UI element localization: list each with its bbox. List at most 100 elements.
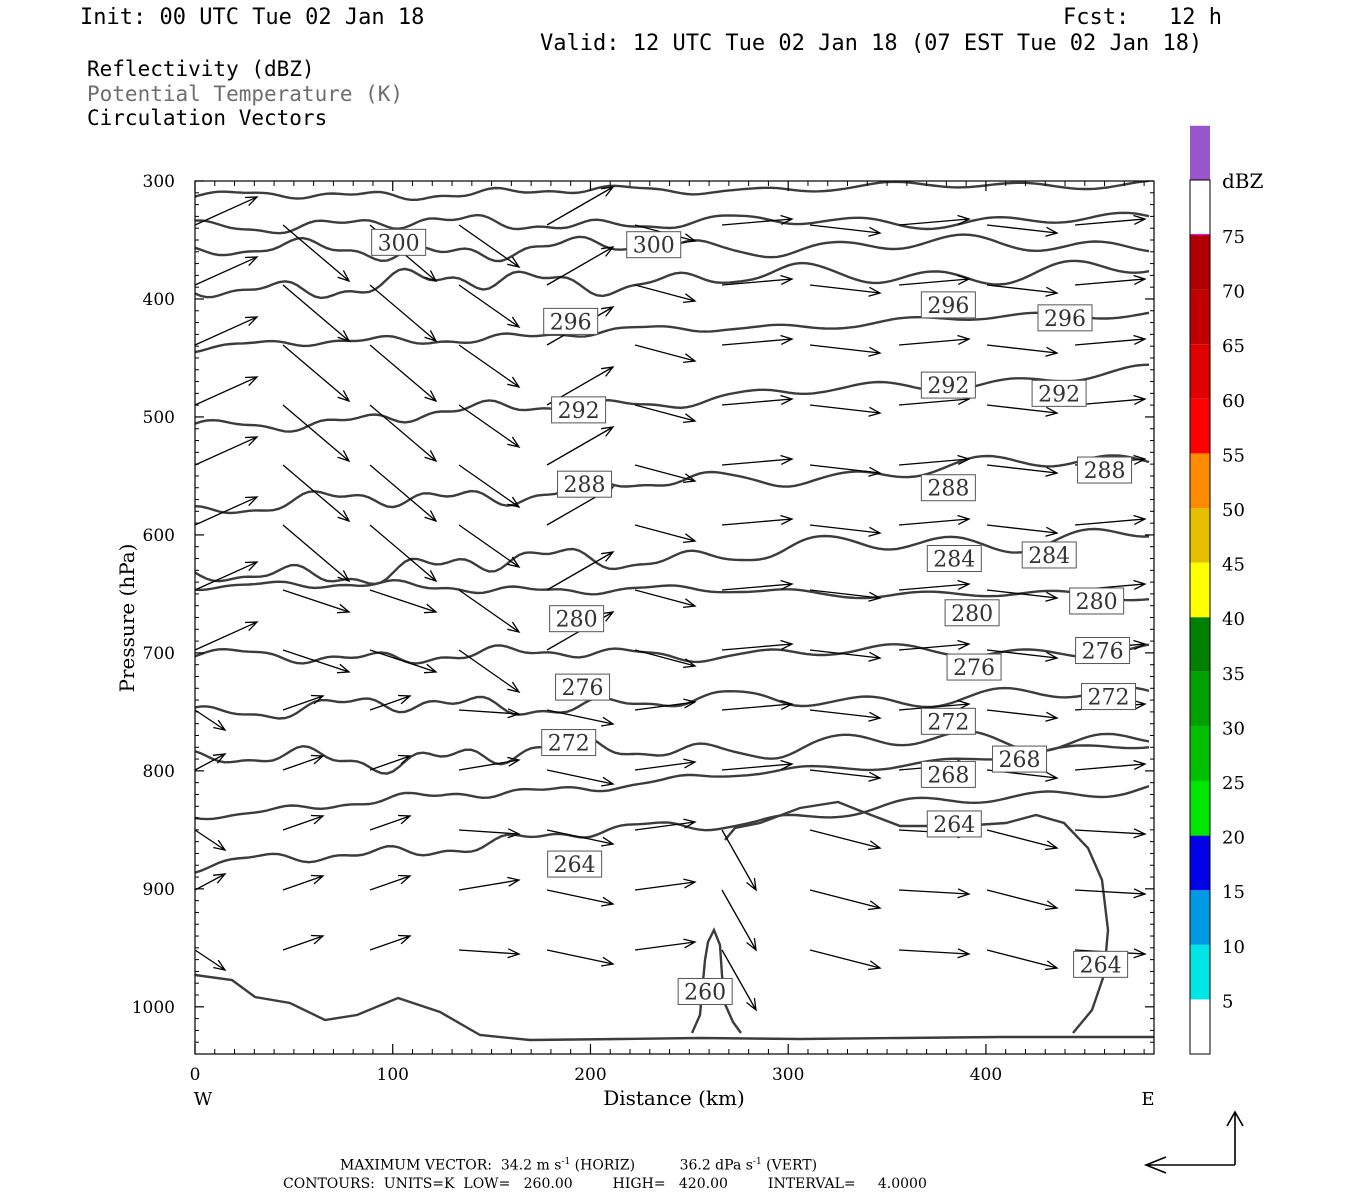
- circulation-vector: [546, 769, 615, 787]
- circulation-vector: [986, 889, 1059, 911]
- circulation-vector: [721, 514, 794, 526]
- circulation-vector: [898, 454, 971, 466]
- circulation-vector: [809, 709, 882, 722]
- forecast-hour: Fcst: 12 h: [1063, 5, 1222, 30]
- legend-reflectivity: Reflectivity (dBZ): [87, 57, 315, 81]
- circulation-vector: [721, 699, 794, 711]
- circulation-vector: [282, 589, 351, 614]
- contour-label: 280: [951, 602, 993, 627]
- contour-label-box: [549, 605, 605, 633]
- contour-label-box: [946, 653, 1002, 681]
- circulation-vector: [986, 649, 1059, 662]
- theta-contour-line: [195, 211, 1150, 235]
- colorbar-tick-label: 25: [1222, 773, 1245, 794]
- circulation-vector: [195, 436, 259, 466]
- contour-label: 276: [953, 656, 995, 681]
- circulation-vector: [458, 708, 521, 719]
- contour-label: 272: [1088, 686, 1130, 711]
- contour-label-box: [926, 545, 982, 573]
- contour-label-box: [555, 673, 611, 701]
- circulation-vector: [369, 934, 412, 951]
- circulation-vector: [634, 524, 697, 544]
- legend-circulation-vectors: Circulation Vectors: [87, 106, 328, 130]
- circulation-vector: [634, 698, 697, 711]
- theta-contour-line: [195, 578, 1150, 602]
- circulation-vector: [634, 649, 697, 669]
- circulation-vector: [195, 829, 227, 851]
- circulation-vector: [195, 316, 259, 346]
- circulation-vectors: [195, 186, 1147, 1012]
- theta-contour-line: [195, 744, 1150, 821]
- circulation-vector: [809, 589, 882, 602]
- circulation-vector: [721, 334, 794, 346]
- y-axis-label: Pressure (hPa): [115, 544, 139, 693]
- circulation-vector: [282, 649, 351, 674]
- contour-label-box: [920, 474, 976, 502]
- circulation-vector: [898, 334, 971, 346]
- circulation-vector: [195, 561, 259, 591]
- circulation-vector: [458, 224, 521, 268]
- circulation-vector: [282, 754, 325, 771]
- colorbar-tick-label: 45: [1222, 555, 1245, 576]
- circulation-vector: [546, 246, 615, 286]
- circulation-vector: [721, 639, 794, 651]
- circulation-vector: [634, 344, 697, 364]
- contour-label: 300: [378, 231, 420, 256]
- x-tick-label: 100: [377, 1065, 409, 1085]
- circulation-vector: [721, 759, 794, 771]
- colorbar-segment: [1190, 726, 1210, 781]
- plot-frame: [194, 180, 1155, 1055]
- max-vector-footnote: MAXIMUM VECTOR: 34.2 m s-1 (HORIZ) 36.2 …: [340, 1157, 818, 1174]
- circulation-vector: [809, 524, 882, 537]
- y-tick-label: 300: [143, 172, 175, 192]
- colorbar-tick-label: 40: [1222, 609, 1245, 630]
- theta-contour-line: [195, 363, 1150, 433]
- colorbar-segment: [1190, 999, 1210, 1054]
- x-tick-label: 0: [190, 1065, 201, 1085]
- circulation-vector: [195, 196, 259, 226]
- circulation-vector: [986, 344, 1059, 357]
- y-tick-label: 400: [143, 290, 175, 310]
- circulation-vector: [986, 284, 1059, 297]
- x-axis-label: Distance (km): [603, 1086, 745, 1110]
- colorbar-tick-label: 75: [1222, 227, 1245, 248]
- circulation-vector: [282, 524, 351, 583]
- circulation-vector: [282, 694, 325, 711]
- circulation-vector: [809, 404, 882, 417]
- theta-contour-line: [195, 730, 1150, 775]
- circulation-vector: [721, 394, 794, 406]
- contour-label: 288: [927, 477, 969, 502]
- contour-label-box: [992, 745, 1048, 773]
- contour-label-box: [1081, 683, 1137, 711]
- contour-label-box: [626, 231, 682, 259]
- contour-label-box: [1077, 456, 1133, 484]
- colorbar-segment: [1190, 944, 1210, 1000]
- circulation-vector: [721, 579, 794, 591]
- contour-label-box: [1075, 637, 1131, 665]
- circulation-vector: [458, 828, 521, 839]
- circulation-vector: [458, 284, 521, 328]
- circulation-vector: [282, 344, 351, 403]
- x-tick-label: 200: [574, 1065, 606, 1085]
- contour-label: 276: [562, 676, 604, 701]
- circulation-vector: [546, 889, 615, 907]
- circulation-vector: [898, 214, 971, 226]
- circulation-vector: [809, 464, 882, 477]
- contour-label: 268: [999, 748, 1041, 773]
- circulation-vector: [898, 639, 971, 651]
- colorbar-segment: [1190, 617, 1210, 672]
- contour-label: 296: [927, 294, 969, 319]
- colorbar-segment: [1190, 890, 1210, 945]
- colorbar-segment: [1190, 235, 1210, 290]
- colorbar-segment: [1190, 508, 1210, 563]
- contour-label: 288: [1084, 459, 1126, 484]
- colorbar-title: dBZ: [1222, 169, 1264, 193]
- circulation-vector: [809, 284, 882, 297]
- circulation-vector: [195, 256, 259, 286]
- colorbar-tick-label: 55: [1222, 445, 1245, 466]
- colorbar-segment: [1190, 671, 1210, 727]
- colorbar-segment: [1190, 562, 1210, 618]
- circulation-vector: [634, 758, 697, 771]
- circulation-vector: [458, 344, 521, 388]
